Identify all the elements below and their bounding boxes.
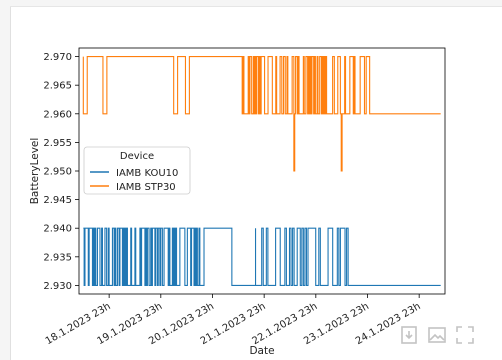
y-tick-label: 2.965 bbox=[43, 81, 72, 92]
y-tick-label: 2.935 bbox=[43, 252, 72, 263]
output-top-border bbox=[10, 0, 502, 7]
y-tick-label: 2.970 bbox=[43, 52, 72, 63]
y-tick-label: 2.955 bbox=[43, 138, 72, 149]
series-line-kou10 bbox=[83, 227, 441, 286]
expand-icon[interactable] bbox=[454, 324, 476, 346]
notebook-gutter bbox=[0, 0, 11, 360]
series-layer bbox=[82, 56, 441, 286]
y-tick-label: 2.940 bbox=[43, 224, 72, 235]
y-tick-label: 2.945 bbox=[43, 195, 72, 206]
legend: Device IAMB KOU10 IAMB STP30 bbox=[83, 146, 191, 195]
y-tick-label: 2.950 bbox=[43, 167, 72, 178]
legend-label-stp30: IAMB STP30 bbox=[116, 182, 176, 193]
legend-box bbox=[83, 146, 191, 195]
y-tick-label: 2.930 bbox=[43, 281, 72, 292]
x-axis-label: Date bbox=[249, 345, 274, 357]
download-icon[interactable] bbox=[398, 324, 420, 346]
image-icon[interactable] bbox=[426, 324, 448, 346]
series-line-stp30 bbox=[82, 56, 441, 172]
y-axis: 2.930 2.935 2.940 2.945 2.950 2.955 2.960 2.965… bbox=[43, 52, 79, 292]
y-axis-label: BatteryLevel bbox=[29, 138, 41, 205]
y-tick-label: 2.960 bbox=[43, 109, 72, 120]
legend-label-kou10: IAMB KOU10 bbox=[116, 168, 178, 179]
legend-title: Device bbox=[120, 151, 154, 162]
